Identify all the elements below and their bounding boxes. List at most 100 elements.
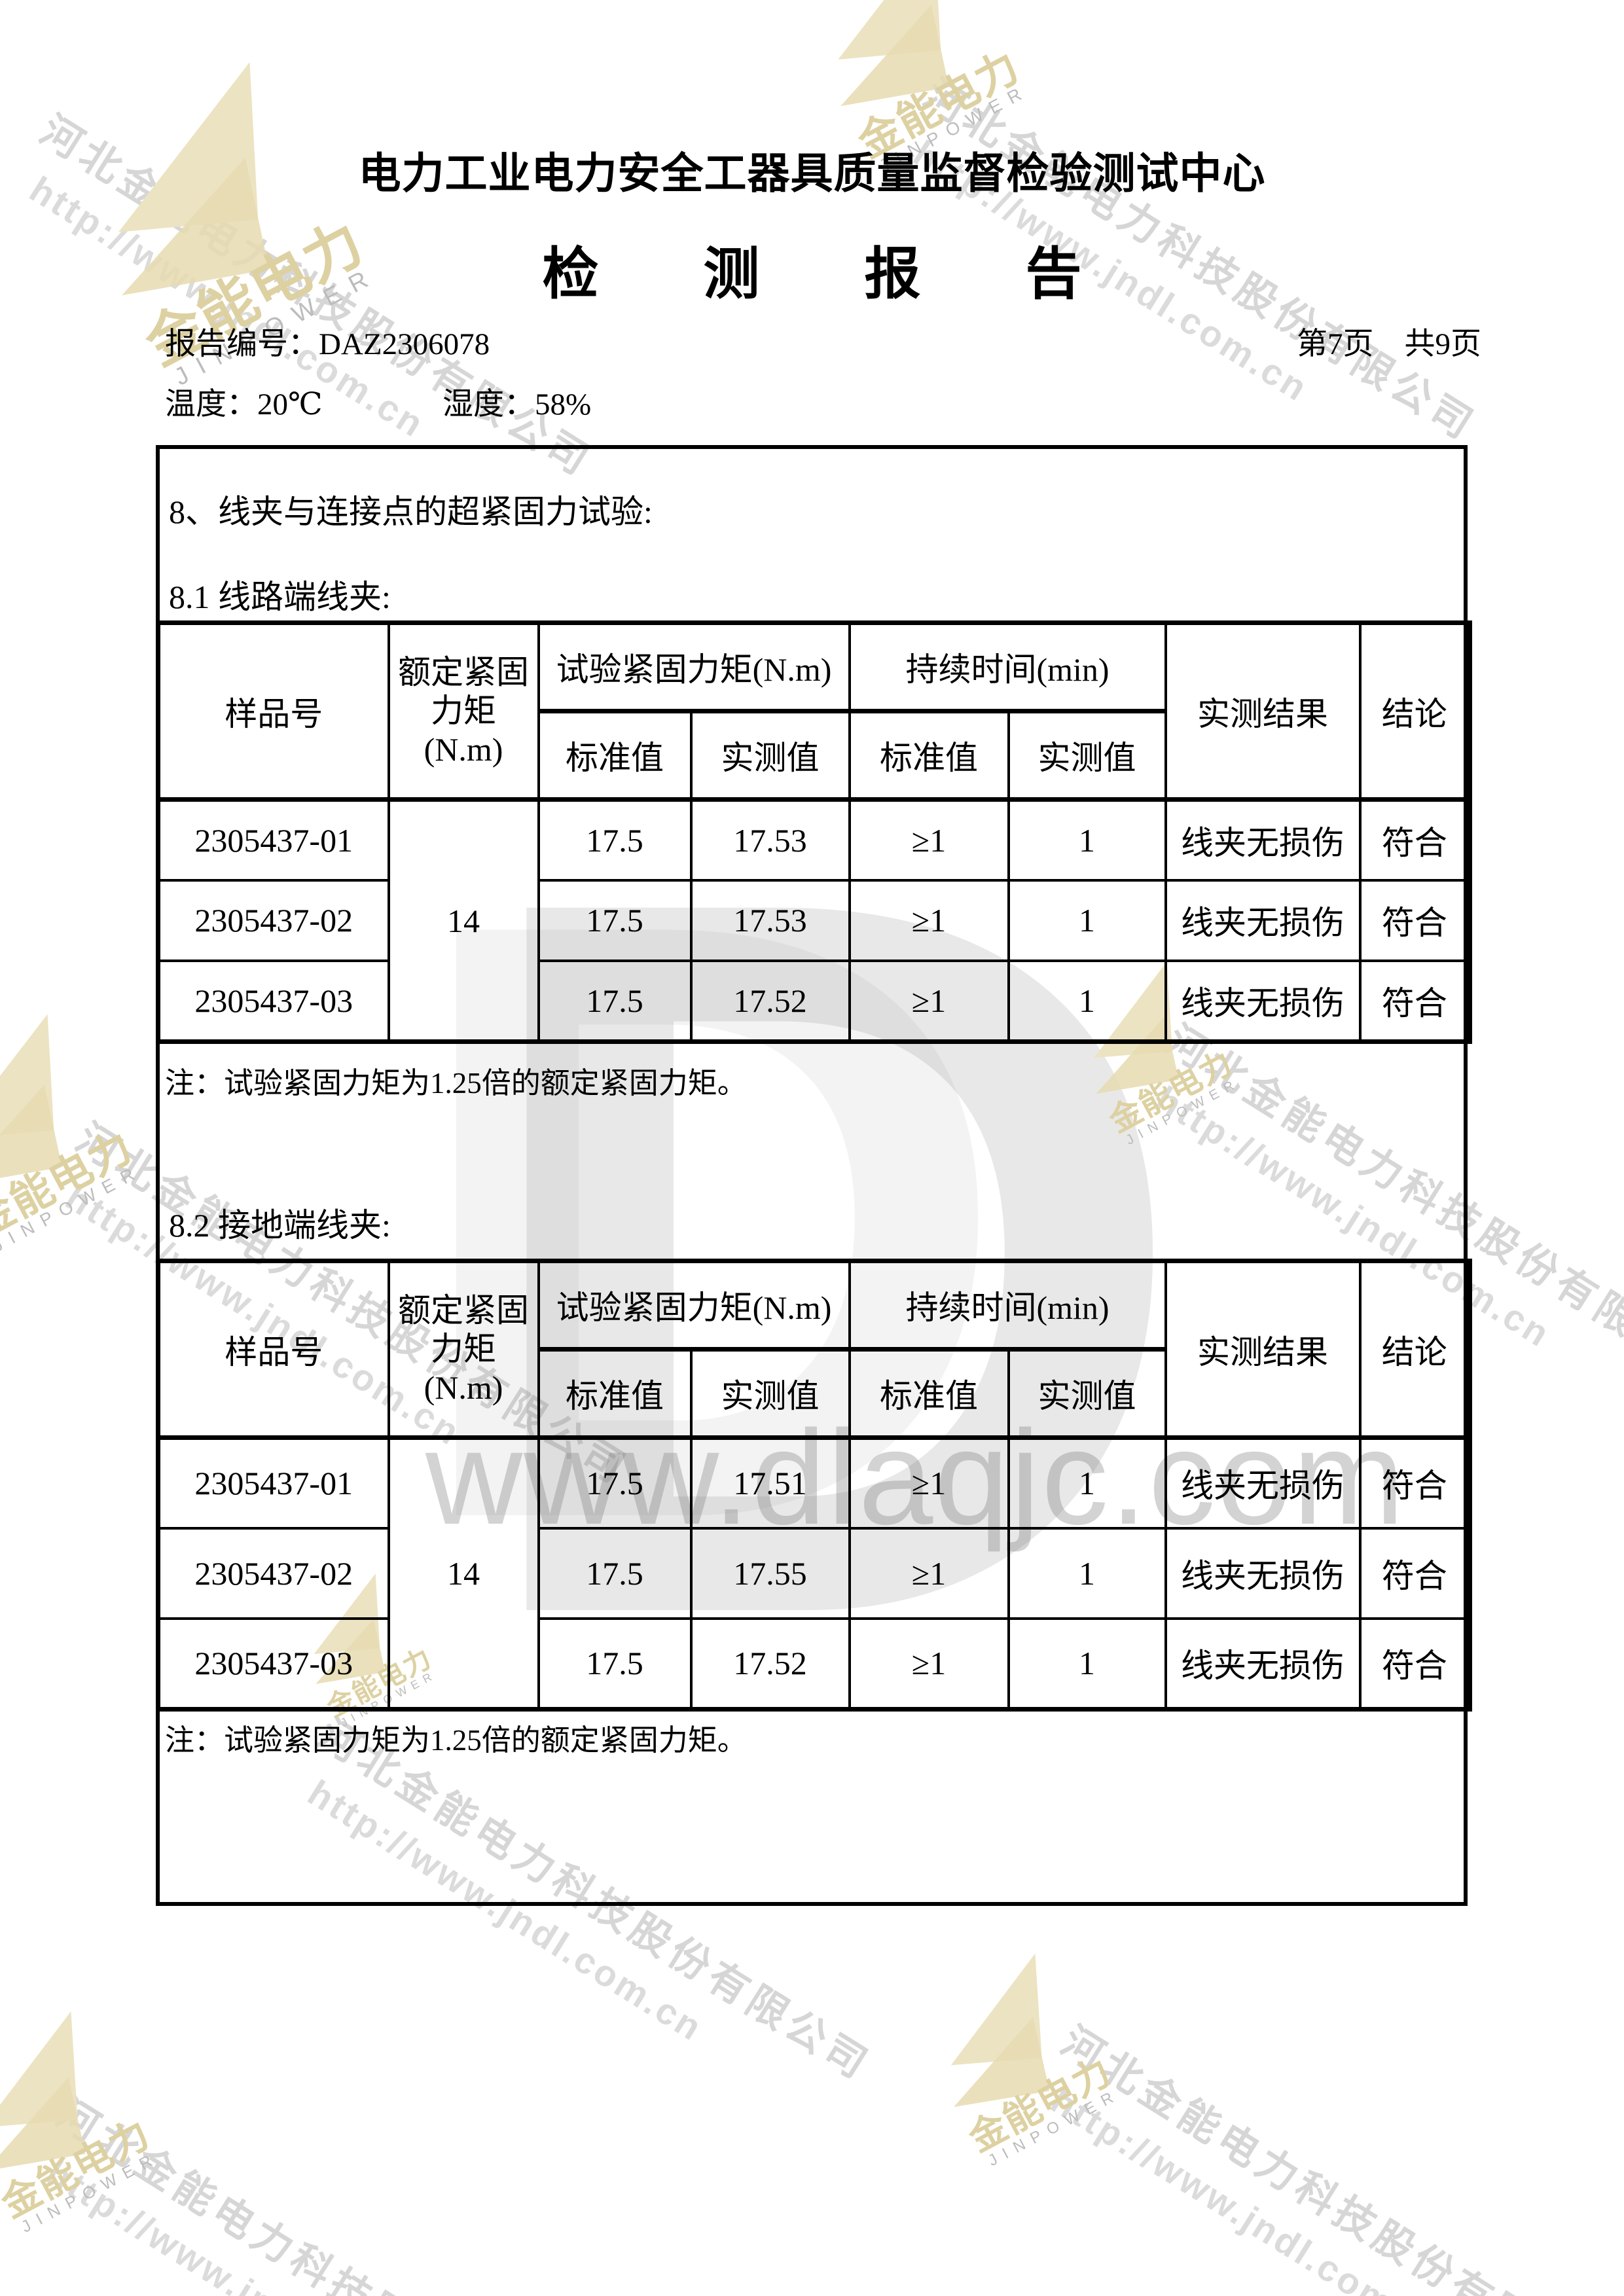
duration-measured-cell: 1 bbox=[1007, 1617, 1167, 1711]
table-header-sub-row: 标准值 实测值 标准值 实测值 bbox=[158, 1348, 1470, 1440]
humidity-value: 湿度：58% bbox=[442, 378, 591, 423]
col-subheader-measured: 实测值 bbox=[1007, 1348, 1167, 1440]
ground-end-clamp-table: 样品号 额定紧固 力矩 (N.m) 试验紧固力矩(N.m) 持续时间(min) … bbox=[156, 1259, 1472, 1712]
col-header-result: 实测结果 bbox=[1164, 621, 1362, 802]
torque-standard-cell: 17.5 bbox=[537, 1617, 693, 1711]
result-cell: 线夹无损伤 bbox=[1164, 798, 1362, 882]
report-number-label: 报告编号： bbox=[165, 327, 319, 361]
duration-standard-cell: ≥1 bbox=[848, 1617, 1010, 1711]
table-row: 2305437-02 17.5 17.53 ≥1 1 线夹无损伤 符合 bbox=[156, 878, 1471, 962]
report-number-value: DAZ2306078 bbox=[319, 327, 490, 361]
duration-measured-cell: 1 bbox=[1007, 798, 1167, 882]
humidity-label: 湿度： bbox=[442, 387, 535, 422]
result-cell: 线夹无损伤 bbox=[1164, 878, 1362, 962]
result-cell: 线夹无损伤 bbox=[1164, 1526, 1362, 1620]
rated-torque-line2: 力矩 bbox=[431, 1331, 496, 1367]
torque-standard-cell: 17.5 bbox=[537, 878, 693, 962]
col-header-test-torque-group: 试验紧固力矩(N.m) bbox=[537, 1259, 851, 1352]
duration-measured-cell: 1 bbox=[1007, 878, 1167, 962]
rated-torque-line1: 额定紧固 bbox=[398, 654, 529, 691]
duration-standard-cell: ≥1 bbox=[848, 798, 1010, 882]
sample-id-cell: 2305437-03 bbox=[156, 959, 390, 1043]
col-subheader-measured: 实测值 bbox=[689, 1348, 851, 1440]
torque-standard-cell: 17.5 bbox=[537, 1526, 693, 1620]
col-header-conclusion: 结论 bbox=[1358, 1259, 1471, 1440]
col-header-duration-group: 持续时间(min) bbox=[848, 1259, 1167, 1352]
result-cell: 线夹无损伤 bbox=[1164, 959, 1362, 1043]
table-row: 2305437-01 14 17.5 17.51 ≥1 1 线夹无损伤 符合 bbox=[156, 1436, 1471, 1711]
jinpower-logo-icon: 金能电力 JINPOWER bbox=[0, 2011, 162, 2250]
conclusion-cell: 符合 bbox=[1358, 1617, 1471, 1711]
conclusion-cell: 符合 bbox=[1358, 798, 1471, 882]
table-row: 2305437-02 17.5 17.55 ≥1 1 线夹无损伤 符合 bbox=[156, 1526, 1471, 1620]
torque-measured-cell: 17.55 bbox=[689, 1526, 851, 1620]
watermark-url-text: http://www.jndl.com.cn bbox=[1043, 2079, 1454, 2296]
duration-standard-cell: ≥1 bbox=[848, 959, 1010, 1043]
col-header-test-torque-group: 试验紧固力矩(N.m) bbox=[537, 621, 851, 713]
section-8-1-heading: 8.1 线路端线夹: bbox=[169, 579, 391, 615]
duration-measured-cell: 1 bbox=[1007, 1526, 1167, 1620]
sample-id-cell: 2305437-01 bbox=[156, 1436, 390, 1530]
result-cell: 线夹无损伤 bbox=[1164, 1617, 1362, 1711]
rated-torque-line3: (N.m) bbox=[424, 731, 503, 768]
col-header-rated-torque: 额定紧固 力矩 (N.m) bbox=[387, 1259, 540, 1440]
torque-measured-cell: 17.52 bbox=[689, 1617, 851, 1711]
torque-measured-cell: 17.53 bbox=[689, 798, 851, 882]
sample-id-cell: 2305437-01 bbox=[156, 798, 390, 882]
rated-torque-cell: 14 bbox=[387, 798, 540, 1043]
line-end-clamp-table: 样品号 额定紧固 力矩 (N.m) 试验紧固力矩(N.m) 持续时间(min) … bbox=[156, 620, 1472, 1044]
org-name-title: 电力工业电力安全工器具质量监督检验测试中心 bbox=[358, 151, 1266, 198]
doc-title-text: 检测报告 bbox=[542, 243, 1187, 306]
col-header-conclusion: 结论 bbox=[1358, 621, 1471, 802]
col-subheader-standard: 标准值 bbox=[848, 709, 1010, 802]
table2-note: 注：试验紧固力矩为1.25倍的额定紧固力矩。 bbox=[165, 1724, 747, 1757]
col-header-rated-torque: 额定紧固 力矩 (N.m) bbox=[387, 621, 540, 802]
jinpower-logo-icon: 金能电力 JINPOWER bbox=[908, 1954, 1123, 2183]
col-subheader-standard: 标准值 bbox=[848, 1348, 1010, 1440]
rated-torque-line2: 力矩 bbox=[431, 692, 496, 729]
conclusion-cell: 符合 bbox=[1358, 1436, 1471, 1530]
humidity-reading: 58% bbox=[535, 387, 592, 422]
rated-torque-line3: (N.m) bbox=[424, 1369, 503, 1406]
table1-note: 注：试验紧固力矩为1.25倍的额定紧固力矩。 bbox=[165, 1067, 747, 1100]
conclusion-cell: 符合 bbox=[1358, 959, 1471, 1043]
watermark-text-bottom-right: 河北金能电力科技股份有限公司 http://www.jndl.com.cn bbox=[1024, 2009, 1624, 2296]
torque-standard-cell: 17.5 bbox=[537, 959, 693, 1043]
result-cell: 线夹无损伤 bbox=[1164, 1436, 1362, 1530]
col-subheader-standard: 标准值 bbox=[537, 1348, 693, 1440]
page-indicator: 第7页 共9页 bbox=[1297, 327, 1481, 361]
report-number: 报告编号：DAZ2306078 bbox=[165, 318, 490, 363]
temperature-label: 温度： bbox=[165, 387, 257, 422]
table-row: 2305437-01 14 17.5 17.53 ≥1 1 线夹无损伤 符合 bbox=[156, 798, 1471, 1043]
sample-id-cell: 2305437-03 bbox=[156, 1617, 390, 1711]
torque-measured-cell: 17.53 bbox=[689, 878, 851, 962]
torque-measured-cell: 17.51 bbox=[689, 1436, 851, 1530]
temperature-value: 温度：20℃ bbox=[165, 378, 323, 423]
rated-torque-cell: 14 bbox=[387, 1436, 540, 1711]
col-header-sample: 样品号 bbox=[156, 1259, 390, 1440]
torque-standard-cell: 17.5 bbox=[537, 798, 693, 882]
torque-measured-cell: 17.52 bbox=[689, 959, 851, 1043]
duration-standard-cell: ≥1 bbox=[848, 1526, 1010, 1620]
duration-measured-cell: 1 bbox=[1007, 1436, 1167, 1530]
col-header-result: 实测结果 bbox=[1164, 1259, 1362, 1440]
doc-title: 检测报告 bbox=[0, 228, 1624, 310]
table-row: 2305437-03 17.5 17.52 ≥1 1 线夹无损伤 符合 bbox=[156, 1617, 1471, 1711]
col-subheader-measured: 实测值 bbox=[689, 709, 851, 802]
torque-standard-cell: 17.5 bbox=[537, 1436, 693, 1530]
conclusion-cell: 符合 bbox=[1358, 878, 1471, 962]
section-8-2-heading: 8.2 接地端线夹: bbox=[169, 1207, 391, 1244]
table-header-group-row: 样品号 额定紧固 力矩 (N.m) 试验紧固力矩(N.m) 持续时间(min) … bbox=[156, 1259, 1471, 1440]
duration-standard-cell: ≥1 bbox=[848, 1436, 1010, 1530]
table-header-group-row: 样品号 额定紧固 力矩 (N.m) 试验紧固力矩(N.m) 持续时间(min) … bbox=[156, 621, 1471, 802]
content-border-box bbox=[156, 445, 1468, 1906]
sample-id-cell: 2305437-02 bbox=[156, 1526, 390, 1620]
duration-measured-cell: 1 bbox=[1007, 959, 1167, 1043]
section-8-heading: 8、线夹与连接点的超紧固力试验: bbox=[169, 493, 653, 530]
col-header-duration-group: 持续时间(min) bbox=[848, 621, 1167, 713]
duration-standard-cell: ≥1 bbox=[848, 878, 1010, 962]
table-row: 2305437-03 17.5 17.52 ≥1 1 线夹无损伤 符合 bbox=[156, 959, 1471, 1043]
table-header-sub-row: 标准值 实测值 标准值 实测值 bbox=[158, 709, 1470, 802]
watermark-company-text: 河北金能电力科技股份有限公司 bbox=[1053, 2019, 1621, 2296]
